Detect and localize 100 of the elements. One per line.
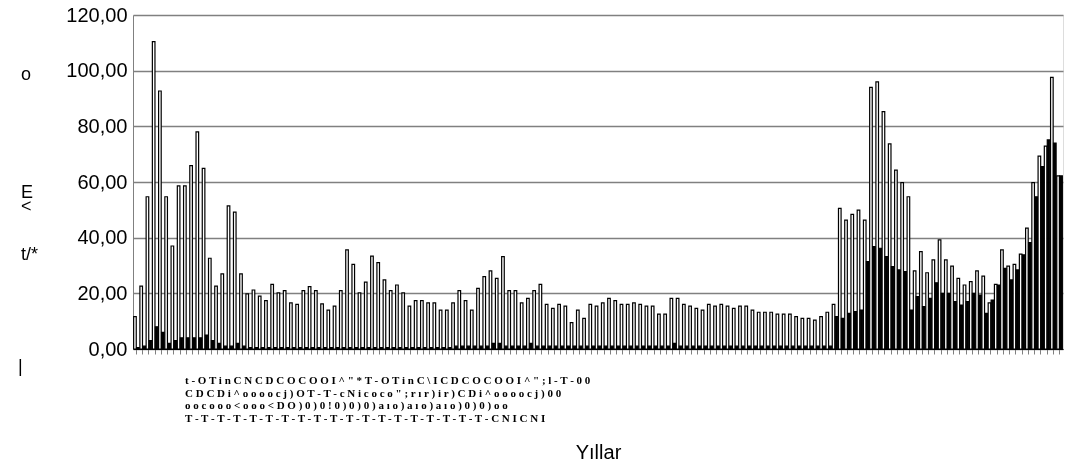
bar [195,131,200,350]
bar [351,263,356,350]
bar [669,297,674,350]
bar [469,309,474,350]
bar [526,297,530,350]
bar [407,305,412,350]
bar [401,292,406,350]
bar [288,302,293,350]
bar [139,285,144,350]
bar [706,303,711,350]
bar [363,281,368,350]
y-tick-label: 100,00 [66,59,128,82]
bar [625,303,630,350]
bar [413,299,418,350]
bar [719,303,724,350]
bar [582,317,586,350]
bar [550,307,555,350]
bar [819,316,823,350]
bar [332,305,337,350]
y-tick-label: 120,00 [66,3,128,26]
bar [657,313,661,350]
bar [557,303,561,350]
bar [207,257,212,350]
bar [519,302,524,350]
bar [794,316,799,350]
bar [295,303,300,350]
bar [457,289,462,350]
text: C D C D i ^ o o o o c j ) O T - T - c N i c o c o " ; r ı r ) i r ) C D i ^ o o o o c j ) 0 0 [185,386,562,400]
bar [532,289,537,350]
bar [681,303,686,350]
y-tick-label: 60,00 [77,170,128,193]
bar [501,255,505,350]
bar [744,305,749,350]
bar [781,313,786,350]
bar [850,213,855,350]
bar [575,309,580,350]
bar [937,239,942,350]
bar [482,276,487,350]
bar [763,311,767,350]
bar [345,249,349,350]
text: E [21,182,34,202]
bar [844,219,848,350]
bar [806,317,811,350]
text: o o c o o o < o o o < D O ) 0 ) 0 ! 0 ) 0 ) 0 ) a ı o ) a ı o ) a ı o ) 0 ) 0 ) o o [185,399,509,412]
bar [544,303,549,350]
bar [307,286,312,350]
bar [320,303,324,350]
bar [713,305,717,350]
bar [451,302,455,350]
y-tick-label: 0,00 [88,337,128,360]
bar [419,299,424,350]
bar [432,302,437,350]
bar [700,309,705,350]
y-tick-label: 40,00 [77,226,128,249]
bar [220,273,225,350]
bar [388,289,393,350]
bar [607,297,611,350]
bar [694,307,699,350]
bar [476,287,480,350]
bar [257,295,262,350]
bar [264,299,268,350]
bar [650,305,655,350]
bar [800,317,805,350]
bar [276,292,281,350]
bar [245,293,250,350]
bar [133,316,137,350]
bar [787,313,792,350]
bar [644,305,649,350]
bar [812,319,817,350]
bar [887,143,892,350]
bar [164,196,169,350]
bar [600,302,605,350]
bar [769,311,774,350]
bar [613,299,618,350]
bar [731,307,736,350]
bar [538,283,543,350]
bar [301,289,306,350]
text: t/* [21,244,39,264]
bar [563,305,568,350]
bar [313,289,318,350]
bar [513,289,518,350]
bar [943,259,948,350]
bar [270,283,275,350]
bar [569,321,574,350]
bar [395,284,399,350]
bar [176,185,181,350]
text: t - O T i n C N C D C O C O O I ^ " * T - O T i n C \ I C D C O C O O I ^ " ; l - T - 0 0 [185,374,591,386]
bar [170,245,175,350]
y-tick-label: 20,00 [77,281,128,304]
bar [663,313,668,350]
bar [338,289,343,350]
bar [158,90,162,350]
bar [675,297,680,350]
bar [494,277,499,350]
bar [588,303,593,350]
bar [775,313,780,350]
x-axis-title: Yıllar [575,441,622,463]
bar [632,302,636,350]
bar [182,185,187,350]
bar [444,309,449,350]
